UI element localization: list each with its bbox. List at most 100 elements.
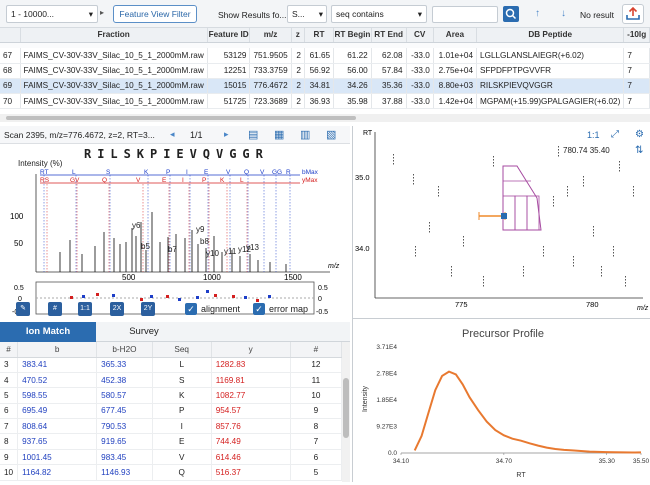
err-tick-left-top: 0.5 [14, 285, 24, 292]
col-header-db-peptide[interactable]: DB Peptide [476, 28, 625, 43]
cell-rt-begin: 61.22 [333, 48, 372, 64]
peak-label: b7 [168, 245, 177, 254]
ratio-button[interactable]: 1:1 [587, 130, 600, 140]
ion-match-table: # b b-H2O Seq y # 3 383.41 365.33 L 1282.83 1… [0, 342, 343, 481]
ion-table-row[interactable]: 6 695.49 677.45 P 954.57 9 [0, 403, 343, 420]
col-header-fraction[interactable]: Fraction [20, 28, 208, 43]
ratio-1-1-button[interactable]: 1:1 [78, 302, 92, 316]
chevron-down-icon: ▾ [88, 9, 93, 19]
hash-button[interactable]: # [48, 302, 62, 316]
col-header-z[interactable]: z [291, 28, 305, 43]
arrow-down-icon[interactable]: ↓ [561, 8, 566, 19]
selected-precursor-marker[interactable] [501, 213, 507, 219]
col-header-score[interactable]: -10lg [623, 28, 650, 43]
ion-table-row[interactable]: 4 470.52 452.38 S 1169.81 11 [0, 372, 343, 389]
col-header-rt[interactable]: RT [304, 28, 335, 43]
sort-icon[interactable]: ⇅ [635, 145, 644, 156]
table-view-icon[interactable]: ▦ [274, 129, 285, 141]
ion-table-row[interactable]: 3 383.41 365.33 L 1282.83 12 [0, 357, 343, 373]
ion-cell-index: 4 [0, 372, 19, 389]
error-point [82, 295, 85, 298]
col-header-area[interactable]: Area [433, 28, 478, 43]
cell-feature-id: 53129 [207, 48, 251, 64]
seq-search-input[interactable] [432, 6, 498, 23]
col-header-mz[interactable]: m/z [249, 28, 292, 43]
ion-col-index[interactable]: # [0, 342, 19, 358]
peptide-residue: S [124, 147, 131, 161]
ion-table-row[interactable]: 7 808.64 790.53 I 857.76 8 [0, 418, 343, 435]
next-page-icon[interactable]: ▸ [224, 129, 229, 139]
zoom-2y-button[interactable]: 2Y [141, 302, 155, 316]
x-axis-label: RT [516, 472, 526, 479]
table-row[interactable]: 70 FAIMS_CV-30V-33V_Silac_10_5_1_2000mM.… [0, 93, 650, 110]
cell-index: 67 [0, 48, 21, 64]
ion-table-row[interactable]: 5 598.55 580.57 K 1082.77 10 [0, 387, 343, 404]
feature-dot [543, 249, 544, 251]
page-indicator: 1/1 [190, 130, 203, 140]
x-tick-label: 35.50 [633, 458, 650, 465]
ion-table-row[interactable]: 10 1164.82 1146.93 Q 516.37 5 [0, 464, 343, 481]
bar-chart-icon[interactable]: ▥ [300, 129, 311, 141]
range-select[interactable]: 1 - 10000... ▾ [6, 5, 98, 23]
wrench-icon[interactable]: ✎ [16, 302, 30, 316]
prev-page-icon[interactable]: ◂ [170, 129, 175, 139]
play-icon[interactable]: ▸ [100, 8, 105, 17]
scrollbar-thumb[interactable] [6, 116, 356, 120]
cell-db-peptide: MGPAM(+15.99)GPALGAGIER(+6.02) [476, 93, 625, 110]
cell-mz: 751.9505 [249, 48, 292, 64]
feature-view-filter-button[interactable]: Feature View Filter [113, 5, 197, 23]
spectrum-settings-icon[interactable]: ▤ [248, 129, 259, 141]
ion-cell-b: 598.55 [17, 387, 98, 404]
ion-cell-index: 3 [0, 357, 19, 373]
peptide-residue: Q [203, 147, 210, 161]
zoom-fit-icon[interactable]: ⤢ [611, 129, 619, 140]
col-header-rt-begin[interactable]: RT Begin [333, 28, 372, 43]
settings-icon[interactable]: ⚙ [635, 129, 644, 140]
feature-dot [553, 196, 554, 198]
table-row-selected[interactable]: 69 FAIMS_CV-30V-33V_Silac_10_5_1_2000mM.… [0, 78, 650, 95]
ion-col-b[interactable]: b [17, 342, 98, 358]
ion-col-seq[interactable]: Seq [152, 342, 212, 358]
tab-survey[interactable]: Survey [129, 326, 159, 337]
feature-dot [483, 282, 484, 284]
seq-mode-select[interactable]: seq contains ▾ [331, 5, 427, 23]
ion-cell-y-index: 5 [290, 464, 343, 481]
zoom-2x-button[interactable]: 2X [110, 302, 124, 316]
s-select[interactable]: S... ▾ [287, 5, 327, 23]
mz-unit-label: m/z [637, 305, 649, 312]
ion-table-row[interactable]: 9 1001.45 983.45 V 614.46 6 [0, 449, 343, 466]
show-results-select[interactable]: Show Results fo... [218, 10, 287, 20]
feature-dot [567, 192, 568, 194]
histogram-icon[interactable]: ▧ [326, 129, 337, 141]
scrollbar-thumb[interactable] [343, 378, 349, 438]
cell-mz: 723.3689 [249, 93, 292, 110]
arrow-up-icon[interactable]: ↑ [535, 8, 540, 19]
tab-ion-match[interactable]: Ion Match [0, 322, 96, 342]
ion-table-row[interactable]: 8 937.65 919.65 E 744.49 7 [0, 433, 343, 450]
spectrum-panel: Scan 2395, m/z=776.4672, z=2, RT=3... ◂ … [0, 126, 350, 318]
table-row[interactable]: 68 FAIMS_CV-30V-33V_Silac_10_5_1_2000mM.… [0, 63, 650, 79]
feature-dot [625, 276, 626, 278]
search-button[interactable] [503, 6, 519, 22]
feature-dot [483, 279, 484, 281]
ion-col-y[interactable]: y [211, 342, 291, 358]
ion-cell-y: 516.37 [211, 464, 291, 481]
error-points [70, 290, 271, 302]
ion-cell-b-h2o: 983.45 [96, 449, 153, 466]
alignment-checkbox[interactable]: ✓ [185, 303, 197, 315]
table-row[interactable]: 67 FAIMS_CV-30V-33V_Silac_10_5_1_2000mM.… [0, 48, 650, 64]
feature-dot [625, 285, 626, 287]
feature-dot [523, 269, 524, 271]
y-ion-label: GG [272, 169, 282, 176]
feature-dot [393, 160, 394, 162]
col-header-index[interactable] [0, 28, 21, 43]
ion-col-b-h2o[interactable]: b-H2O [96, 342, 153, 358]
col-header-feature-id[interactable]: Feature ID [207, 28, 251, 43]
col-header-rt-end[interactable]: RT End [371, 28, 407, 43]
error-map-checkbox[interactable]: ✓ [253, 303, 265, 315]
ion-cell-seq: Q [152, 464, 212, 481]
col-header-cv[interactable]: CV [406, 28, 434, 43]
export-button[interactable] [622, 4, 644, 24]
ion-col-y-index[interactable]: # [290, 342, 343, 358]
